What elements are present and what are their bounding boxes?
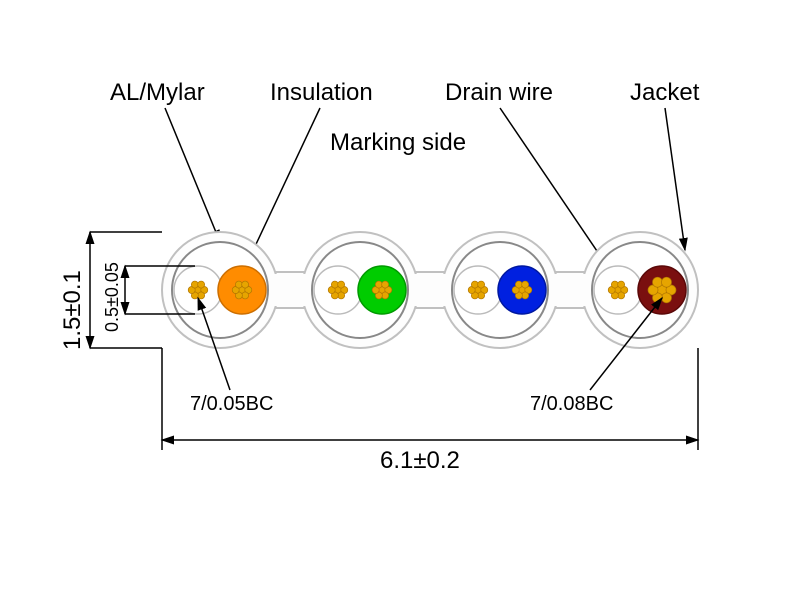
pod-4 [592, 242, 688, 338]
label-jacket: Jacket [630, 79, 700, 106]
svg-text:6.1±0.2: 6.1±0.2 [380, 447, 460, 474]
leader-jacket [665, 108, 685, 250]
pod-2 [312, 242, 408, 338]
label-marking-side: Marking side [330, 129, 466, 156]
leader-al-mylar [165, 108, 220, 242]
cable-cross-section-svg: AL/Mylar Insulation Drain wire Jacket Ma… [60, 60, 740, 540]
label-drain-wire: Drain wire [445, 79, 553, 106]
svg-text:0.5±0.05: 0.5±0.05 [102, 262, 122, 332]
pod-3 [452, 242, 548, 338]
label-insulation: Insulation [270, 79, 373, 106]
label-al-mylar: AL/Mylar [110, 79, 205, 106]
diagram-container: AL/Mylar Insulation Drain wire Jacket Ma… [60, 60, 740, 540]
svg-text:1.5±0.1: 1.5±0.1 [60, 270, 86, 350]
svg-text:7/0.08BC: 7/0.08BC [530, 393, 613, 415]
pod-1 [172, 242, 268, 338]
svg-text:7/0.05BC: 7/0.05BC [190, 393, 273, 415]
